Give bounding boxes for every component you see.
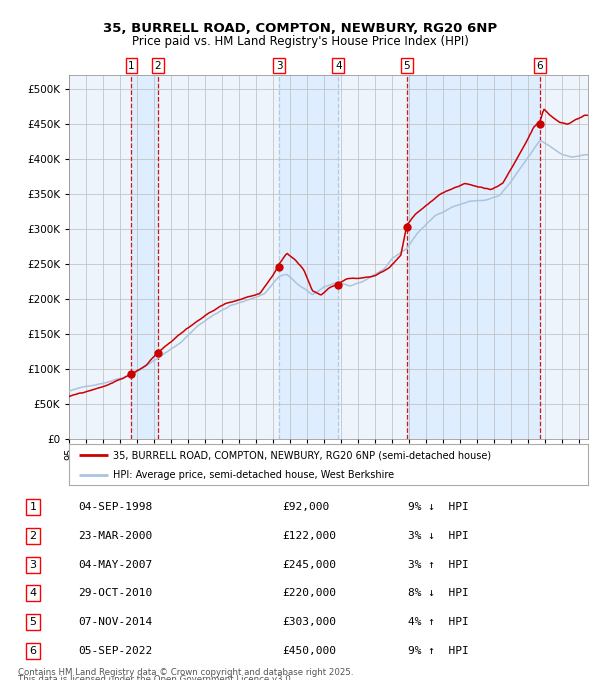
Text: 8% ↓  HPI: 8% ↓ HPI — [408, 588, 469, 598]
Text: 6: 6 — [29, 646, 37, 656]
Text: 23-MAR-2000: 23-MAR-2000 — [78, 531, 152, 541]
Text: 1: 1 — [128, 61, 135, 71]
Text: This data is licensed under the Open Government Licence v3.0.: This data is licensed under the Open Gov… — [18, 675, 293, 680]
Text: HPI: Average price, semi-detached house, West Berkshire: HPI: Average price, semi-detached house,… — [113, 470, 394, 479]
Text: 5: 5 — [403, 61, 410, 71]
Text: 3% ↑  HPI: 3% ↑ HPI — [408, 560, 469, 570]
Bar — [131, 75, 158, 439]
Text: 6: 6 — [537, 61, 544, 71]
Text: 2: 2 — [155, 61, 161, 71]
Text: 3% ↓  HPI: 3% ↓ HPI — [408, 531, 469, 541]
Text: 04-SEP-1998: 04-SEP-1998 — [78, 503, 152, 512]
Text: £303,000: £303,000 — [282, 617, 336, 627]
Text: 35, BURRELL ROAD, COMPTON, NEWBURY, RG20 6NP: 35, BURRELL ROAD, COMPTON, NEWBURY, RG20… — [103, 22, 497, 35]
Text: 04-MAY-2007: 04-MAY-2007 — [78, 560, 152, 570]
Text: 05-SEP-2022: 05-SEP-2022 — [78, 646, 152, 656]
Text: £245,000: £245,000 — [282, 560, 336, 570]
Text: 4% ↑  HPI: 4% ↑ HPI — [408, 617, 469, 627]
Text: 5: 5 — [29, 617, 37, 627]
Text: 4: 4 — [29, 588, 37, 598]
Text: £122,000: £122,000 — [282, 531, 336, 541]
Text: 3: 3 — [275, 61, 282, 71]
Text: Contains HM Land Registry data © Crown copyright and database right 2025.: Contains HM Land Registry data © Crown c… — [18, 668, 353, 677]
Text: 07-NOV-2014: 07-NOV-2014 — [78, 617, 152, 627]
Bar — [407, 75, 540, 439]
Text: 9% ↑  HPI: 9% ↑ HPI — [408, 646, 469, 656]
Bar — [279, 75, 338, 439]
Text: £92,000: £92,000 — [282, 503, 329, 512]
Text: £220,000: £220,000 — [282, 588, 336, 598]
Text: £450,000: £450,000 — [282, 646, 336, 656]
Text: Price paid vs. HM Land Registry's House Price Index (HPI): Price paid vs. HM Land Registry's House … — [131, 35, 469, 48]
Text: 9% ↓  HPI: 9% ↓ HPI — [408, 503, 469, 512]
Text: 1: 1 — [29, 503, 37, 512]
Text: 4: 4 — [335, 61, 341, 71]
Text: 2: 2 — [29, 531, 37, 541]
Text: 35, BURRELL ROAD, COMPTON, NEWBURY, RG20 6NP (semi-detached house): 35, BURRELL ROAD, COMPTON, NEWBURY, RG20… — [113, 450, 491, 460]
Text: 3: 3 — [29, 560, 37, 570]
Text: 29-OCT-2010: 29-OCT-2010 — [78, 588, 152, 598]
